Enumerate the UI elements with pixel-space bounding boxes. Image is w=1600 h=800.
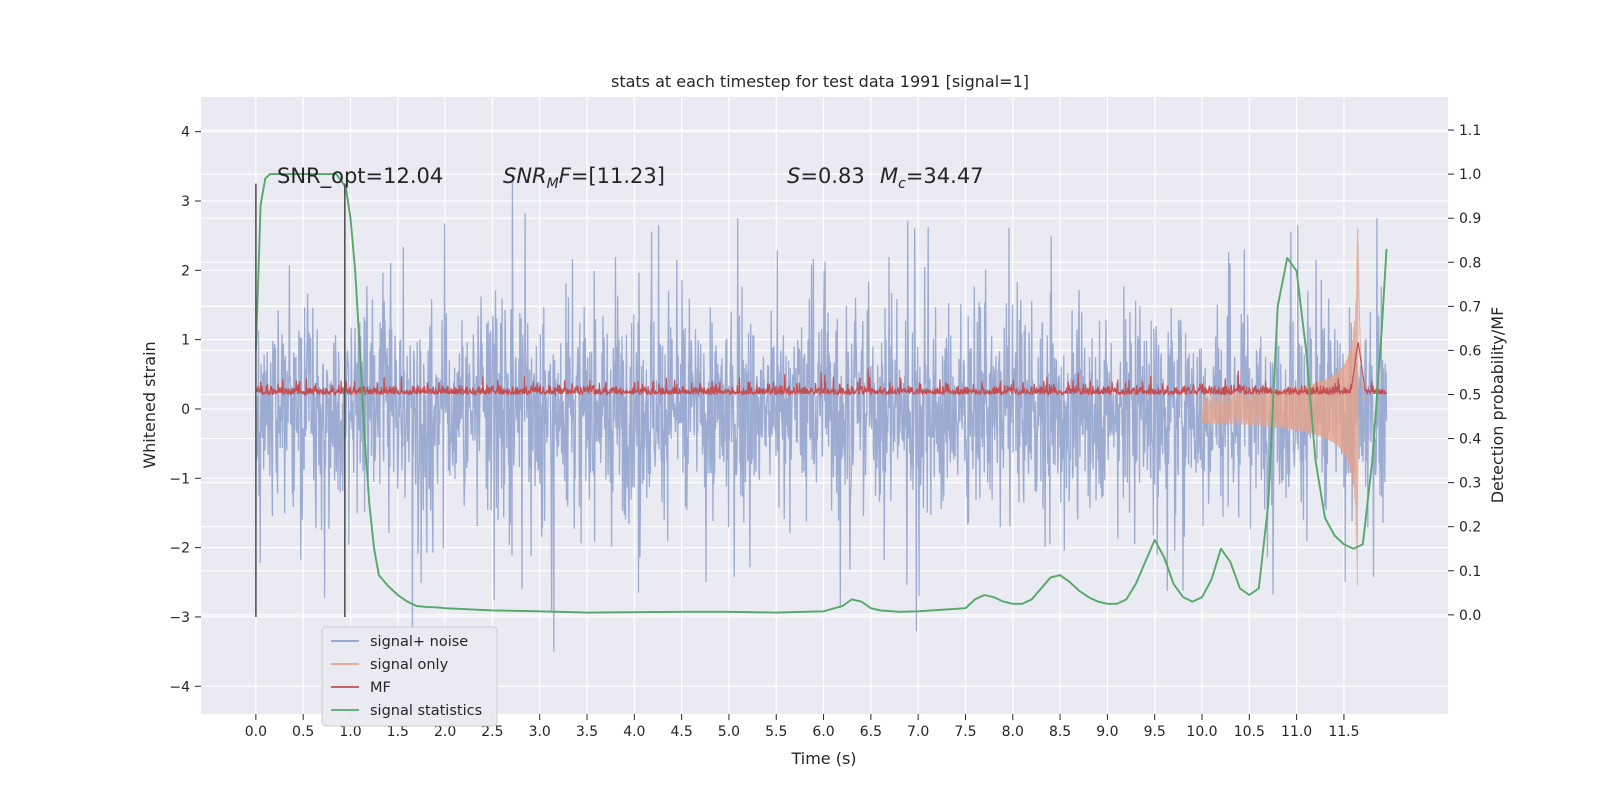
series-line-signal-noise [255,180,1388,652]
x-axis-ticks: 0.0 0.5 1.0 1.5 2.0 2.5 3.0 3.5 4.0 4.5 5.0 5.5 6.0 6… [245,714,1360,740]
x-tick-label: 10.5 [1234,724,1265,740]
x-tick-label: 11.5 [1328,724,1359,740]
y2-axis-ticks: 0.0 0.1 0.2 0.3 0.4 0.5 0.6 0.7 0.8 0.9 1.0 1.1 [1448,123,1481,624]
legend: signal+ noise signal only MF signal statist… [321,626,498,727]
y2-tick-label: 0.4 [1459,432,1481,448]
y2-tick-label: 0.8 [1459,255,1481,271]
x-tick-label: 1.5 [387,724,409,740]
y-tick-label: 0 [181,402,190,418]
y2-tick-label: 0.3 [1459,476,1481,492]
x-tick-label: 10.0 [1186,724,1217,740]
x-tick-label: 2.0 [434,724,456,740]
plot-layer [254,173,1388,652]
y2-tick-label: 0.2 [1459,520,1481,536]
y-tick-label: 4 [181,125,190,141]
y-tick-label: −2 [169,541,190,557]
y-tick-label: −1 [169,471,190,487]
chart-title: stats at each timestep for test data 199… [611,72,1029,91]
y-axis-title: Whitened strain [140,341,159,468]
annotation-subscript: c [898,176,906,192]
x-tick-label: 4.5 [671,724,693,740]
x-tick-label: 4.0 [623,724,645,740]
y2-tick-label: 0.6 [1459,343,1481,359]
y2-tick-label: 1.1 [1459,123,1481,139]
x-tick-label: 11.0 [1281,724,1312,740]
series-line-signal-only [1201,228,1367,586]
legend-label: signal statistics [370,703,482,719]
annotation-italic: SNR [503,164,547,188]
x-tick-label: 5.5 [765,724,787,740]
x-tick-label: 8.0 [1002,724,1024,740]
x-tick-label: 0.5 [292,724,314,740]
annotation-snr-mf: SNRMF=[11.23] [503,164,665,192]
y2-tick-label: 1.0 [1459,167,1481,183]
y-tick-label: −4 [169,679,190,695]
annotation-snr-opt: SNR_opt=12.04 [277,164,443,189]
x-tick-label: 5.0 [718,724,740,740]
x-tick-label: 6.0 [812,724,834,740]
x-tick-label: 1.0 [339,724,361,740]
y2-axis-title: Detection probability/MF [1488,307,1507,504]
x-tick-label: 9.0 [1096,724,1118,740]
annotation-italic: F [559,164,572,188]
x-tick-label: 3.0 [529,724,551,740]
x-tick-label: 8.5 [1049,724,1071,740]
y-tick-label: 2 [181,263,190,279]
y2-tick-label: 0.7 [1459,299,1481,315]
y2-tick-label: 0.0 [1459,608,1481,624]
y-axis-ticks: −4 −3 −2 −1 0 1 2 3 4 [169,125,201,695]
y-tick-label: 3 [181,194,190,210]
annotation-value: =[11.23] [571,164,665,188]
x-tick-label: 6.5 [860,724,882,740]
x-tick-label: 9.5 [1144,724,1166,740]
series-line-signal-statistics [254,173,1388,614]
y2-tick-label: 0.5 [1459,387,1481,403]
y-tick-label: 1 [181,333,190,349]
x-tick-label: 7.0 [907,724,929,740]
legend-box [321,626,498,727]
annotation-value: =34.47 [906,164,984,188]
x-tick-label: 3.5 [576,724,598,740]
series-line-mf [255,342,1387,397]
legend-label: signal+ noise [370,634,468,650]
x-tick-label: 0.0 [245,724,267,740]
annotation-italic: S [787,164,800,188]
x-tick-label: 7.5 [954,724,976,740]
y2-tick-label: 0.1 [1459,564,1481,580]
y-tick-label: −3 [169,610,190,626]
annotation-mc-val: Mc=34.47 [880,164,984,192]
y2-tick-label: 0.9 [1459,211,1481,227]
annotation-value: =0.83 [800,164,864,188]
annotation-s-val: S=0.83 [787,164,865,188]
annotation-subscript: M [547,176,559,192]
annotations: SNR_opt=12.04 SNRMF=[11.23] S=0.83 Mc=34.47 [277,164,984,192]
annotation-italic: M [880,164,898,188]
x-tick-label: 2.5 [481,724,503,740]
x-axis-title: Time (s) [790,749,856,768]
legend-label: signal only [370,657,449,673]
legend-label: MF [370,680,391,696]
